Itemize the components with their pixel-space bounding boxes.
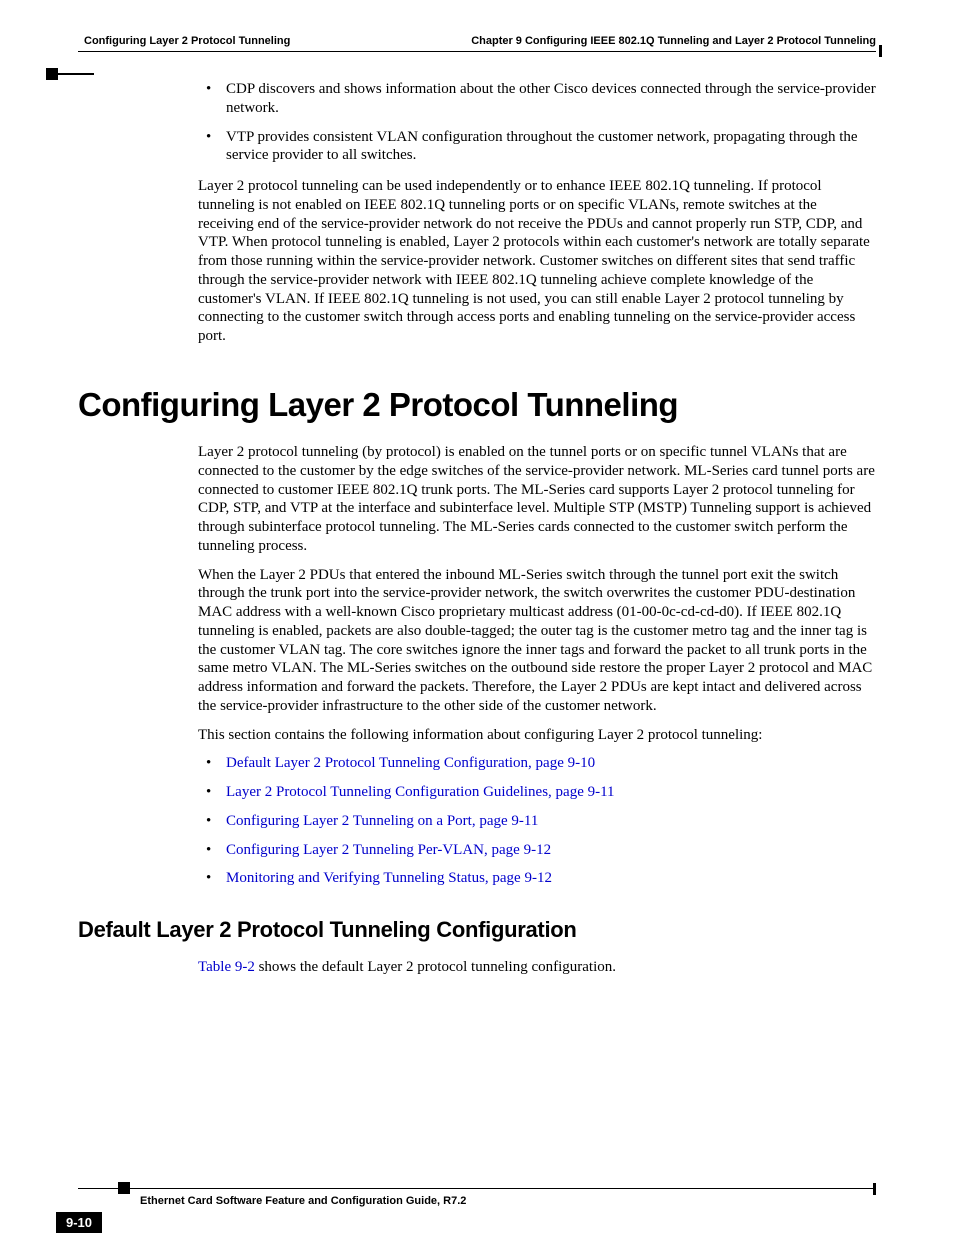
toc-link-list: Default Layer 2 Protocol Tunneling Confi… <box>198 754 876 888</box>
list-item: Default Layer 2 Protocol Tunneling Confi… <box>222 754 876 773</box>
page-number-badge: 9-10 <box>56 1212 102 1233</box>
body-paragraph: When the Layer 2 PDUs that entered the i… <box>198 566 876 716</box>
header-section-title: Configuring Layer 2 Protocol Tunneling <box>78 35 290 47</box>
toc-link[interactable]: Default Layer 2 Protocol Tunneling Confi… <box>226 755 595 771</box>
list-item: Configuring Layer 2 Tunneling on a Port,… <box>222 812 876 831</box>
list-item: CDP discovers and shows information abou… <box>222 80 876 118</box>
list-item: VTP provides consistent VLAN configurati… <box>222 128 876 166</box>
content-area: CDP discovers and shows information abou… <box>198 80 876 976</box>
intro-bullet-list: CDP discovers and shows information abou… <box>198 80 876 165</box>
body-paragraph: Layer 2 protocol tunneling (by protocol)… <box>198 443 876 556</box>
section-heading: Configuring Layer 2 Protocol Tunneling <box>78 384 876 425</box>
body-paragraph: Table 9-2 shows the default Layer 2 prot… <box>198 958 876 977</box>
table-reference-link[interactable]: Table 9-2 <box>198 959 255 975</box>
subsection-heading: Default Layer 2 Protocol Tunneling Confi… <box>78 916 876 944</box>
page: Configuring Layer 2 Protocol Tunneling C… <box>0 0 954 1235</box>
list-item: Configuring Layer 2 Tunneling Per-VLAN, … <box>222 841 876 860</box>
list-item: Monitoring and Verifying Tunneling Statu… <box>222 869 876 888</box>
toc-link[interactable]: Configuring Layer 2 Tunneling Per-VLAN, … <box>226 842 551 858</box>
toc-link[interactable]: Configuring Layer 2 Tunneling on a Port,… <box>226 813 538 829</box>
footer-doc-title: Ethernet Card Software Feature and Confi… <box>140 1195 876 1207</box>
body-paragraph: Layer 2 protocol tunneling can be used i… <box>198 177 876 346</box>
header-rule <box>78 51 876 52</box>
toc-link[interactable]: Monitoring and Verifying Tunneling Statu… <box>226 870 552 886</box>
body-paragraph: This section contains the following info… <box>198 726 876 745</box>
body-text: shows the default Layer 2 protocol tunne… <box>255 959 616 975</box>
header-chapter-title: Chapter 9 Configuring IEEE 802.1Q Tunnel… <box>471 35 876 47</box>
page-header: Configuring Layer 2 Protocol Tunneling C… <box>78 35 876 47</box>
list-item: Layer 2 Protocol Tunneling Configuration… <box>222 783 876 802</box>
toc-link[interactable]: Layer 2 Protocol Tunneling Configuration… <box>226 784 615 800</box>
page-footer: Ethernet Card Software Feature and Confi… <box>78 1188 876 1207</box>
